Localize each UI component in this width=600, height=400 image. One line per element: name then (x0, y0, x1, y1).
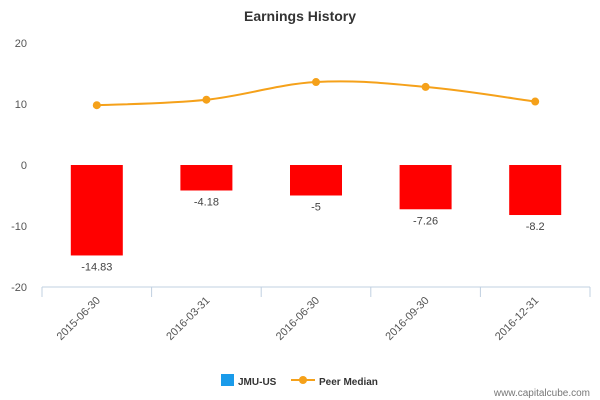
y-axis: 20 10 0 -10 -20 (11, 38, 27, 294)
y-tick-label: 0 (21, 160, 27, 172)
y-tick-label: 10 (15, 99, 27, 111)
x-tick-label: 2016-06-30 (274, 295, 322, 343)
bar (180, 165, 233, 191)
legend-label-jmu: JMU-US (238, 377, 277, 388)
bar (70, 165, 123, 256)
legend-label-peer: Peer Median (319, 377, 378, 388)
bar (509, 165, 562, 216)
legend-marker-peer (299, 376, 307, 384)
watermark: www.capitalcube.com (493, 388, 590, 399)
x-tick-label: 2015-06-30 (55, 295, 103, 343)
x-tick-label: 2016-09-30 (383, 295, 431, 343)
x-tick-label: 2016-12-31 (493, 295, 541, 343)
bar-data-label: -7.26 (413, 215, 438, 227)
y-tick-label: 20 (15, 38, 27, 50)
bar-data-label: -8.2 (526, 221, 545, 233)
peer-median-point (531, 97, 540, 106)
bar-data-label: -14.83 (81, 261, 112, 273)
peer-median-point (421, 82, 430, 91)
legend: JMU-US Peer Median (221, 374, 378, 388)
x-axis: 2015-06-30 2016-03-31 2016-06-30 2016-09-30… (41, 286, 591, 343)
x-tick-label: 2016-03-31 (164, 295, 212, 343)
bar (290, 165, 342, 196)
y-tick-label: -20 (11, 282, 27, 294)
chart-title: Earnings History (244, 8, 356, 24)
peer-median-point (202, 95, 211, 104)
line-series (92, 78, 540, 110)
y-tick-label: -10 (11, 221, 27, 233)
bar-data-label: -4.18 (194, 196, 219, 208)
bar-data-labels: -14.83 -4.18 -5 -7.26 -8.2 (81, 196, 544, 273)
bar (399, 165, 452, 210)
peer-median-point (312, 78, 320, 87)
peer-median-point (92, 101, 101, 110)
bar-data-label: -5 (311, 202, 321, 214)
legend-swatch-jmu (221, 374, 234, 386)
bar-series (70, 165, 562, 256)
